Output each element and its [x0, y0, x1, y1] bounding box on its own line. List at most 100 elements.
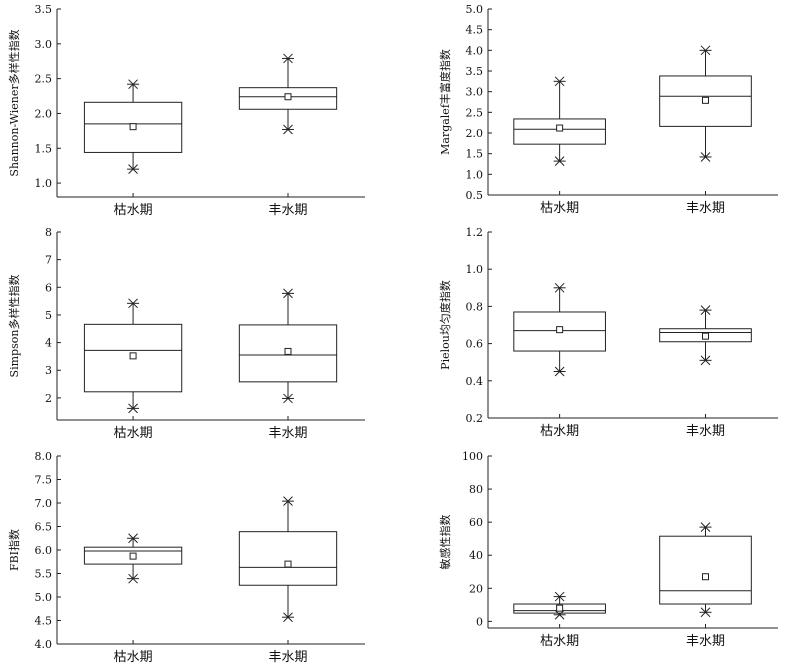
y-tick-label: 6 [45, 281, 52, 294]
y-tick-label: 0.2 [466, 412, 484, 425]
max-marker [699, 522, 712, 532]
x-tick-label: 枯水期 [114, 203, 153, 218]
x-tick-label: 丰水期 [268, 650, 307, 665]
min-marker [699, 355, 712, 366]
x-tick-label: 枯水期 [540, 634, 579, 649]
y-tick-label: 0 [476, 615, 483, 628]
mean-marker [129, 123, 137, 131]
mean-marker [702, 332, 709, 340]
y-axis-label: Pielou均匀度指数 [438, 280, 452, 370]
chart-panel-2: 0.5 1.0 1.5 2.0 2.5 3.0 3.5 4.0 4.5 5.0 Margalef丰富… [438, 3, 778, 216]
max-marker [699, 45, 712, 56]
y-tick-label: 80 [469, 483, 483, 496]
y-tick-label: 1.5 [35, 142, 53, 155]
max-marker [282, 288, 294, 299]
y-tick-label: 7.0 [35, 497, 53, 510]
min-marker [127, 403, 140, 414]
y-tick-label: 3 [45, 364, 52, 377]
mean-marker [556, 124, 564, 132]
box-2 [659, 305, 752, 366]
y-tick-label: 8.0 [35, 450, 53, 463]
mean-marker [284, 93, 292, 101]
y-tick-label: 1.0 [35, 177, 53, 190]
box-1 [513, 76, 606, 166]
y-tick-label: 2.5 [466, 106, 484, 119]
box-1 [83, 79, 183, 175]
y-tick-label: 100 [462, 450, 483, 463]
box-2 [659, 45, 752, 162]
y-tick-label: 1.5 [466, 148, 484, 161]
y-tick-label: 4.5 [35, 615, 53, 628]
x-tick-label: 丰水期 [268, 203, 307, 218]
min-marker [282, 124, 294, 135]
y-tick-label: 20 [469, 582, 483, 595]
y-axis-label: Simpson多样性指数 [7, 275, 21, 378]
min-marker [282, 612, 294, 623]
box-iqr [659, 535, 752, 605]
max-marker [282, 496, 294, 506]
box-2 [659, 522, 752, 618]
y-axis-label: Margalef丰富度指数 [438, 49, 452, 155]
max-marker [127, 298, 140, 309]
min-marker [282, 393, 294, 404]
y-tick-label: 4.0 [466, 44, 484, 57]
mean-marker [129, 552, 137, 560]
y-tick-label: 3.0 [466, 86, 484, 99]
mean-marker [556, 326, 564, 334]
y-tick-label: 5.0 [35, 591, 53, 604]
x-tick-label: 枯水期 [114, 426, 153, 441]
max-marker [127, 533, 140, 544]
box-1 [513, 591, 606, 620]
max-marker [699, 305, 712, 315]
box-iqr [513, 118, 606, 145]
max-marker [282, 53, 294, 64]
max-marker [553, 591, 566, 602]
mean-marker [702, 96, 709, 104]
y-axis-label: Shannon-Wiener多样性指数 [7, 29, 21, 176]
y-tick-label: 0.5 [466, 189, 484, 202]
chart-panel-1: 1.0 1.5 2.0 2.5 3.0 3.5 Shannon-Wiener多样性指数枯水期… [7, 3, 365, 218]
box-iqr [513, 311, 606, 352]
y-tick-label: 3.5 [35, 3, 53, 16]
box-1 [83, 298, 183, 414]
max-marker [553, 282, 566, 293]
y-tick-label: 3.0 [35, 38, 53, 51]
y-tick-label: 40 [469, 549, 483, 562]
y-tick-label: 4.5 [466, 24, 484, 37]
y-tick-label: 7.5 [35, 474, 53, 487]
box-2 [238, 53, 338, 135]
y-tick-label: 4 [45, 337, 52, 350]
y-tick-label: 1.2 [466, 226, 484, 239]
y-tick-label: 0.8 [466, 300, 484, 313]
min-marker [699, 607, 712, 618]
y-tick-label: 2 [45, 392, 52, 405]
min-marker [553, 366, 566, 377]
x-tick-label: 丰水期 [686, 201, 725, 216]
y-tick-label: 6.5 [35, 521, 53, 534]
mean-marker [284, 347, 292, 355]
max-marker [553, 76, 566, 87]
x-tick-label: 丰水期 [686, 634, 725, 649]
min-marker [553, 156, 566, 166]
box-2 [238, 496, 338, 623]
y-tick-label: 2.5 [35, 73, 53, 86]
y-tick-label: 2.0 [466, 127, 484, 140]
box-iqr [238, 531, 338, 586]
mean-marker [129, 352, 137, 360]
min-marker [553, 609, 566, 620]
x-tick-label: 丰水期 [268, 426, 307, 441]
y-tick-label: 6.0 [35, 544, 53, 557]
y-tick-label: 5.5 [35, 568, 53, 581]
min-marker [127, 164, 140, 175]
y-tick-label: 3.5 [466, 65, 484, 78]
y-tick-label: 60 [469, 516, 483, 529]
y-tick-label: 4.0 [35, 638, 53, 651]
max-marker [127, 79, 140, 90]
mean-marker [702, 573, 709, 581]
y-axis-label: FBI指数 [7, 529, 21, 571]
y-tick-label: 7 [45, 254, 52, 267]
